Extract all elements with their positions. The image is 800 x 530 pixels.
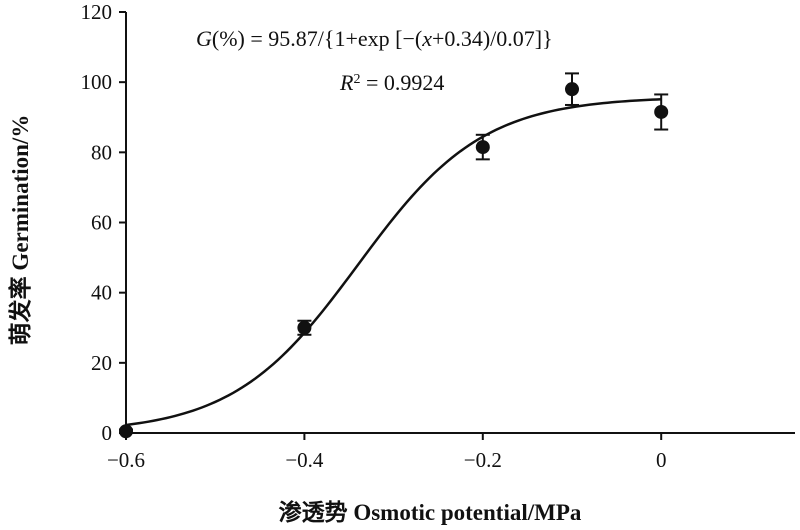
data-point <box>565 82 579 97</box>
y-axis-title: 萌发率 Germination/% <box>7 115 33 346</box>
y-tick-label: 100 <box>81 70 113 94</box>
ticks: 0 20 40 60 80 100 120 −0.6 −0.4 −0.2 0 <box>81 0 667 472</box>
data-point <box>119 424 133 439</box>
y-tick-label: 120 <box>81 0 113 24</box>
y-tick-label: 80 <box>91 140 112 164</box>
x-tick-label: −0.2 <box>464 448 502 472</box>
x-axis-title: 渗透势 Osmotic potential/MPa <box>279 499 582 525</box>
data-point <box>297 320 312 335</box>
axes <box>125 12 795 434</box>
y-tick-label: 40 <box>91 281 112 305</box>
data-points <box>119 72 669 439</box>
fit-equation: G(%) = 95.87/{1+exp [−(x+0.34)/0.07]} <box>196 26 553 51</box>
data-point <box>654 104 669 119</box>
r-squared-label: R2 = 0.9924 <box>339 70 444 95</box>
x-tick-label: −0.4 <box>285 448 324 472</box>
y-tick-label: 20 <box>91 351 112 375</box>
x-tick-label: 0 <box>656 448 667 472</box>
data-point <box>475 140 490 155</box>
x-tick-label: −0.6 <box>107 448 145 472</box>
fitted-sigmoid-curve <box>125 98 662 427</box>
y-tick-label: 60 <box>91 211 112 235</box>
y-tick-label: 0 <box>102 421 113 445</box>
